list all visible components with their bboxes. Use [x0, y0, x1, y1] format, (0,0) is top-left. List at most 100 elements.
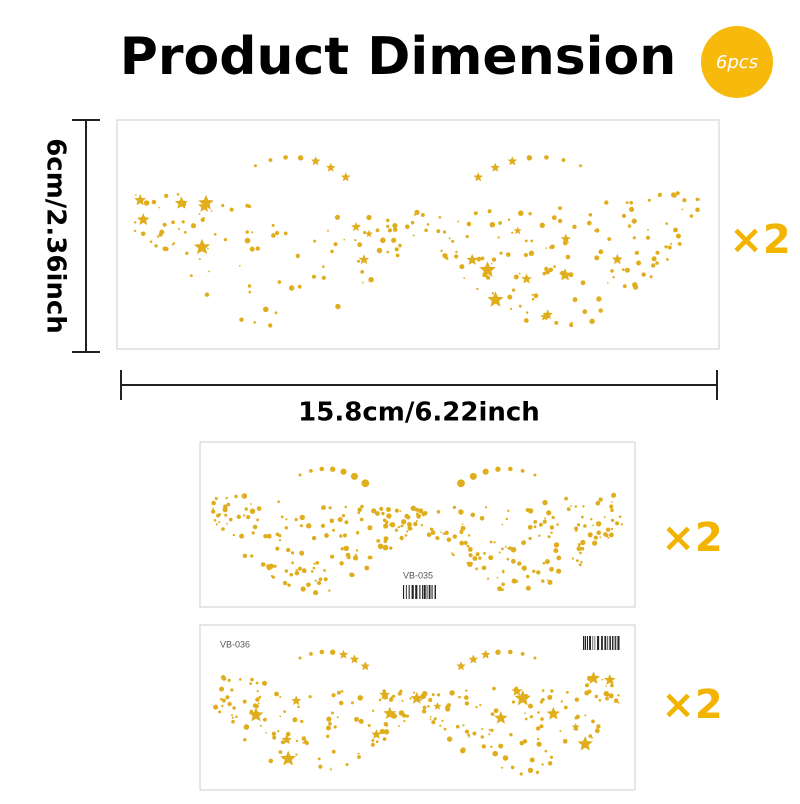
- dot: [271, 731, 277, 736]
- dot: [378, 698, 382, 702]
- dot: [509, 307, 513, 310]
- dot: [563, 240, 568, 246]
- dot: [149, 240, 153, 244]
- star: [193, 238, 211, 255]
- dot: [478, 556, 482, 560]
- dot: [410, 505, 416, 511]
- dot: [426, 223, 430, 226]
- bar: [607, 636, 609, 650]
- dot: [336, 690, 341, 695]
- dot: [299, 524, 303, 528]
- dot: [444, 530, 449, 535]
- dot: [253, 321, 256, 324]
- dot: [275, 546, 280, 551]
- dot: [295, 753, 298, 756]
- badge-text: 6pcs: [716, 52, 758, 73]
- dot: [251, 531, 255, 535]
- dot: [468, 534, 471, 537]
- dot: [232, 533, 236, 537]
- dot: [492, 750, 499, 757]
- dot: [325, 533, 329, 537]
- dot: [506, 252, 511, 257]
- dot: [371, 739, 375, 742]
- dot: [467, 733, 471, 737]
- dot: [563, 705, 568, 710]
- bar: [597, 636, 600, 650]
- dot: [277, 280, 282, 284]
- dot: [214, 497, 218, 501]
- dot: [231, 716, 234, 719]
- dot: [268, 158, 273, 162]
- dot: [288, 285, 295, 291]
- dot: [554, 320, 559, 325]
- dot: [359, 517, 364, 522]
- dot: [505, 517, 508, 521]
- dot: [588, 734, 593, 738]
- dot: [580, 280, 586, 286]
- dot: [610, 508, 614, 512]
- dot: [328, 721, 332, 726]
- dot: [445, 705, 450, 710]
- dot: [297, 155, 304, 161]
- dot: [289, 572, 294, 577]
- dot: [489, 221, 496, 228]
- dot: [524, 239, 528, 243]
- dot: [629, 206, 635, 212]
- dot: [340, 547, 344, 551]
- dot: [442, 253, 448, 259]
- dot: [529, 757, 535, 763]
- dot: [381, 511, 385, 516]
- dot: [528, 212, 532, 216]
- star: [365, 229, 373, 238]
- dot: [221, 527, 225, 531]
- dot: [532, 569, 536, 573]
- dot: [218, 710, 222, 714]
- dot: [475, 706, 478, 709]
- dot: [331, 693, 336, 698]
- dot: [605, 527, 611, 532]
- dot: [326, 734, 330, 738]
- dot: [601, 678, 604, 681]
- dot: [513, 687, 519, 692]
- dot: [299, 550, 305, 556]
- dot: [526, 155, 533, 161]
- dot: [544, 155, 549, 160]
- dot: [219, 686, 225, 692]
- dot: [274, 691, 279, 697]
- dot: [245, 724, 248, 727]
- dot: [525, 585, 531, 591]
- dot: [574, 526, 579, 531]
- dot: [386, 224, 390, 228]
- dot: [464, 729, 469, 734]
- dot: [544, 266, 549, 272]
- dot: [655, 250, 660, 255]
- dot: [251, 231, 254, 234]
- dot: [386, 513, 392, 519]
- dot: [379, 506, 384, 511]
- dot: [517, 561, 522, 566]
- dot: [594, 728, 600, 734]
- dot: [558, 206, 562, 211]
- dot: [298, 473, 302, 477]
- dot: [472, 731, 477, 736]
- dot: [594, 255, 600, 261]
- dot: [226, 523, 229, 525]
- dot: [664, 245, 668, 249]
- dot: [321, 505, 326, 510]
- dot: [422, 705, 427, 710]
- dot: [625, 201, 629, 205]
- bar: [613, 636, 615, 650]
- dot: [525, 311, 529, 314]
- dot: [345, 763, 349, 767]
- dot: [272, 735, 277, 740]
- dot: [370, 742, 375, 747]
- dot: [301, 568, 307, 574]
- dot: [627, 224, 632, 228]
- dot: [469, 472, 477, 480]
- bar: [426, 585, 428, 599]
- dot: [618, 515, 622, 518]
- dot: [472, 556, 478, 561]
- dot: [632, 282, 638, 288]
- dot: [613, 698, 619, 703]
- dot: [243, 738, 247, 742]
